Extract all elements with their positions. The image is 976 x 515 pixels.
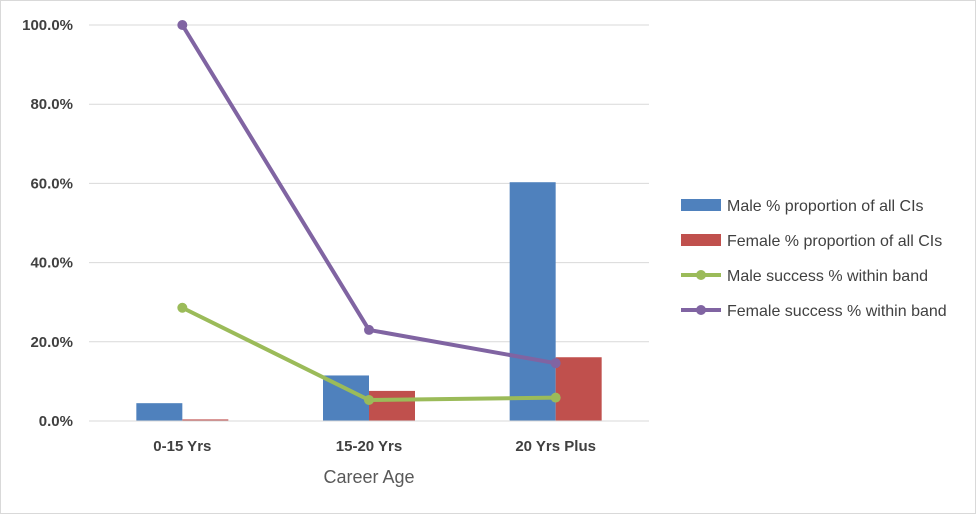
legend-marker-2 bbox=[696, 270, 706, 280]
line-series-3 bbox=[180, 23, 557, 366]
bars bbox=[136, 182, 602, 421]
legend-label-0: Male % proportion of all CIs bbox=[727, 198, 924, 215]
bar-0-2 bbox=[509, 182, 556, 421]
bar-1-2 bbox=[555, 357, 602, 421]
y-axis-ticks: 0.0% 20.0% 40.0% 60.0% 80.0% 100.0% bbox=[22, 17, 73, 430]
legend-label-1: Female % proportion of all CIs bbox=[727, 233, 942, 250]
bar-0-0 bbox=[136, 403, 183, 421]
legend-marker-3 bbox=[696, 305, 706, 315]
point-2-0 bbox=[177, 302, 188, 313]
legend-swatch-0 bbox=[681, 199, 721, 211]
lines bbox=[177, 20, 561, 406]
legend: Male % proportion of all CIs Female % pro… bbox=[681, 198, 947, 320]
gridlines bbox=[89, 24, 649, 343]
point-3-1 bbox=[364, 324, 374, 335]
x-tick-label: 0-15 Yrs bbox=[153, 438, 211, 455]
legend-label-2: Male success % within band bbox=[727, 268, 928, 285]
x-tick-label: 20 Yrs Plus bbox=[515, 438, 596, 455]
x-axis-ticks: 0-15 Yrs 15-20 Yrs 20 Yrs Plus bbox=[153, 438, 596, 455]
y-tick-label: 100.0% bbox=[22, 17, 73, 34]
bar-1-1 bbox=[369, 390, 415, 421]
point-3-0 bbox=[177, 20, 188, 30]
point-2-2 bbox=[550, 392, 561, 403]
bar-1-0 bbox=[182, 419, 229, 421]
x-axis-title: Career Age bbox=[323, 467, 414, 487]
y-tick-label: 0.0% bbox=[39, 413, 73, 430]
y-tick-label: 60.0% bbox=[30, 175, 73, 192]
point-3-2 bbox=[550, 358, 561, 369]
y-tick-label: 20.0% bbox=[30, 334, 73, 351]
legend-swatch-1 bbox=[681, 234, 721, 246]
y-tick-label: 80.0% bbox=[30, 96, 73, 113]
point-2-1 bbox=[364, 395, 374, 406]
y-tick-label: 40.0% bbox=[30, 255, 73, 272]
x-tick-label: 15-20 Yrs bbox=[336, 438, 402, 455]
legend-label-3: Female success % within band bbox=[727, 303, 947, 320]
